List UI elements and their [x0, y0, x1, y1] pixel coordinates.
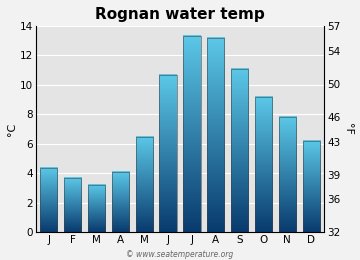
Y-axis label: °C: °C — [7, 122, 17, 136]
Bar — [112, 172, 129, 232]
Bar — [207, 38, 224, 232]
Bar — [136, 136, 153, 232]
Bar — [279, 117, 296, 232]
Bar — [88, 185, 105, 232]
Bar — [64, 178, 81, 232]
Bar — [255, 97, 272, 232]
Bar — [231, 69, 248, 232]
Bar — [159, 75, 177, 232]
Bar — [183, 36, 201, 232]
Bar — [302, 141, 320, 232]
Bar — [40, 167, 58, 232]
Title: Rognan water temp: Rognan water temp — [95, 7, 265, 22]
Text: © www.seatemperature.org: © www.seatemperature.org — [126, 250, 234, 259]
Y-axis label: °F: °F — [343, 123, 353, 135]
